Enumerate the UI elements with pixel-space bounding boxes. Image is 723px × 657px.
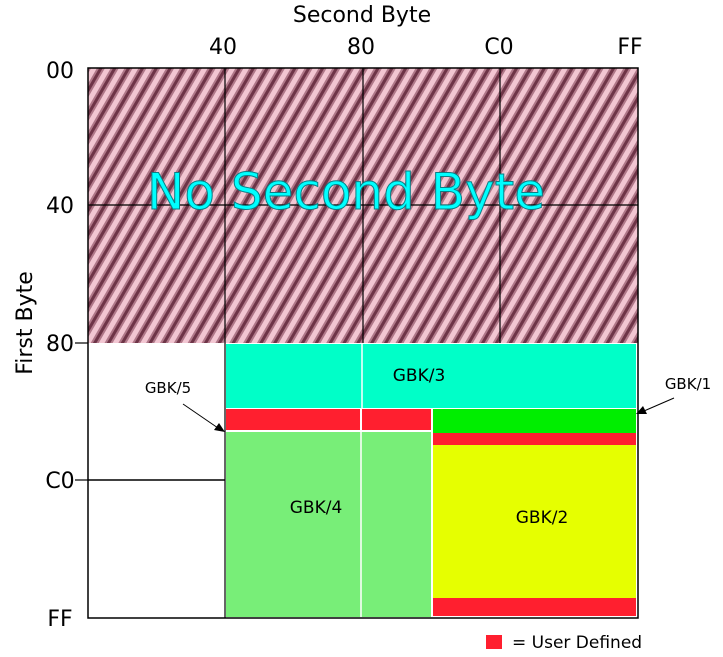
gbk2-user-defined-strip bbox=[433, 598, 636, 616]
gbk5-region-left bbox=[226, 409, 360, 430]
gbk2-region bbox=[433, 445, 636, 598]
gbk3-region bbox=[226, 344, 636, 408]
x-tick-label: 40 bbox=[209, 35, 237, 60]
gbk1-arrow bbox=[636, 397, 675, 414]
gbk4-region bbox=[226, 432, 431, 617]
x-tick-label: C0 bbox=[484, 35, 513, 60]
y-tick-label: 00 bbox=[46, 59, 74, 84]
user-defined-legend-label: = User Defined bbox=[512, 633, 642, 653]
y-tick-label: 80 bbox=[46, 332, 74, 357]
y-tick-label: 40 bbox=[46, 194, 74, 219]
gbk1-region bbox=[433, 409, 636, 433]
gbk1-user-defined-strip bbox=[433, 433, 636, 445]
no-second-byte-gridlines bbox=[88, 68, 638, 343]
no-second-byte-label: No Second Byte bbox=[147, 163, 545, 221]
gbk5-region-right bbox=[362, 409, 431, 430]
y-tick-label: C0 bbox=[45, 469, 74, 494]
x-axis-title: Second Byte bbox=[293, 3, 431, 28]
gbk3-label: GBK/3 bbox=[393, 366, 446, 386]
gbk1-label: GBK/1 bbox=[665, 375, 711, 393]
user-defined-legend-swatch bbox=[486, 635, 502, 649]
gbk4-label: GBK/4 bbox=[290, 498, 343, 518]
y-axis-title: First Byte bbox=[13, 271, 38, 375]
gbk5-label: GBK/5 bbox=[145, 379, 191, 397]
x-tick-label: FF bbox=[617, 35, 642, 60]
gbk2-label: GBK/2 bbox=[516, 508, 569, 528]
y-tick-label: FF bbox=[47, 607, 72, 632]
gbk5-arrow bbox=[182, 403, 225, 432]
x-tick-label: 80 bbox=[347, 35, 375, 60]
